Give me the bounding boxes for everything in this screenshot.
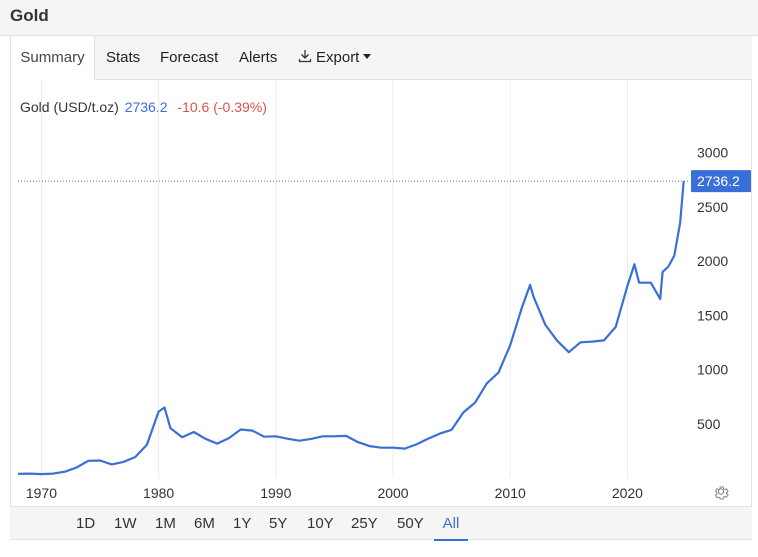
page-title: Gold — [10, 6, 49, 25]
download-icon — [298, 50, 312, 63]
range-1d[interactable]: 1D — [76, 515, 96, 532]
instrument-name: Gold (USD/t.oz) — [20, 99, 119, 115]
price-series-line — [17, 181, 685, 476]
caret-down-icon — [363, 54, 372, 59]
y-axis: 500 1000 1500 2000 2500 3000 — [697, 145, 728, 432]
x-tick-label: 2020 — [612, 485, 643, 501]
range-1y[interactable]: 1Y — [233, 515, 252, 532]
tab-alerts[interactable]: Alerts — [239, 49, 278, 66]
range-25y[interactable]: 25Y — [351, 515, 378, 532]
chart-panel — [10, 80, 752, 540]
range-all[interactable]: All — [434, 507, 468, 541]
range-10y[interactable]: 10Y — [307, 515, 334, 532]
last-price-tag-label: 2736.2 — [697, 173, 740, 189]
price-change: -10.6 (-0.39%) — [177, 99, 267, 115]
y-tick-label: 3000 — [697, 145, 728, 161]
y-tick-label: 2500 — [697, 199, 728, 215]
tab-stats[interactable]: Stats — [106, 49, 141, 66]
range-50y[interactable]: 50Y — [397, 515, 424, 532]
y-tick-label: 2000 — [697, 253, 728, 269]
x-tick-label: 1970 — [26, 485, 57, 501]
range-5y[interactable]: 5Y — [269, 515, 288, 532]
x-axis: 1970 1980 1990 2000 2010 2020 — [26, 485, 643, 501]
range-1w[interactable]: 1W — [114, 515, 137, 532]
y-tick-label: 1500 — [697, 307, 728, 323]
export-label: Export — [316, 49, 360, 66]
export-button[interactable]: Export — [298, 36, 372, 80]
y-tick-label: 500 — [697, 416, 721, 432]
tab-bar: Summary Stats Forecast Alerts Export — [10, 36, 752, 81]
range-1m[interactable]: 1M — [155, 515, 176, 532]
x-tick-label: 2010 — [495, 485, 526, 501]
x-tick-label: 1990 — [260, 485, 291, 501]
last-price: 2736.2 — [124, 99, 168, 115]
quote-line: Gold (USD/t.oz) 2736.2 -10.6 (-0.39%) — [20, 99, 267, 115]
last-price-tag-box — [691, 170, 751, 193]
y-tick-label: 1000 — [697, 362, 728, 378]
app-header: Gold — [0, 0, 758, 36]
gear-icon[interactable] — [712, 484, 730, 502]
range-selector: 1D 1W 1M 6M 1Y 5Y 10Y 25Y 50Y All — [10, 506, 752, 541]
chart-grid — [40, 80, 628, 478]
x-tick-label: 1980 — [143, 485, 174, 501]
range-6m[interactable]: 6M — [194, 515, 215, 532]
last-price-tag: 2736.2 — [691, 170, 751, 193]
tab-forecast[interactable]: Forecast — [160, 49, 219, 66]
x-tick-label: 2000 — [377, 485, 408, 501]
tab-summary[interactable]: Summary — [10, 36, 95, 81]
